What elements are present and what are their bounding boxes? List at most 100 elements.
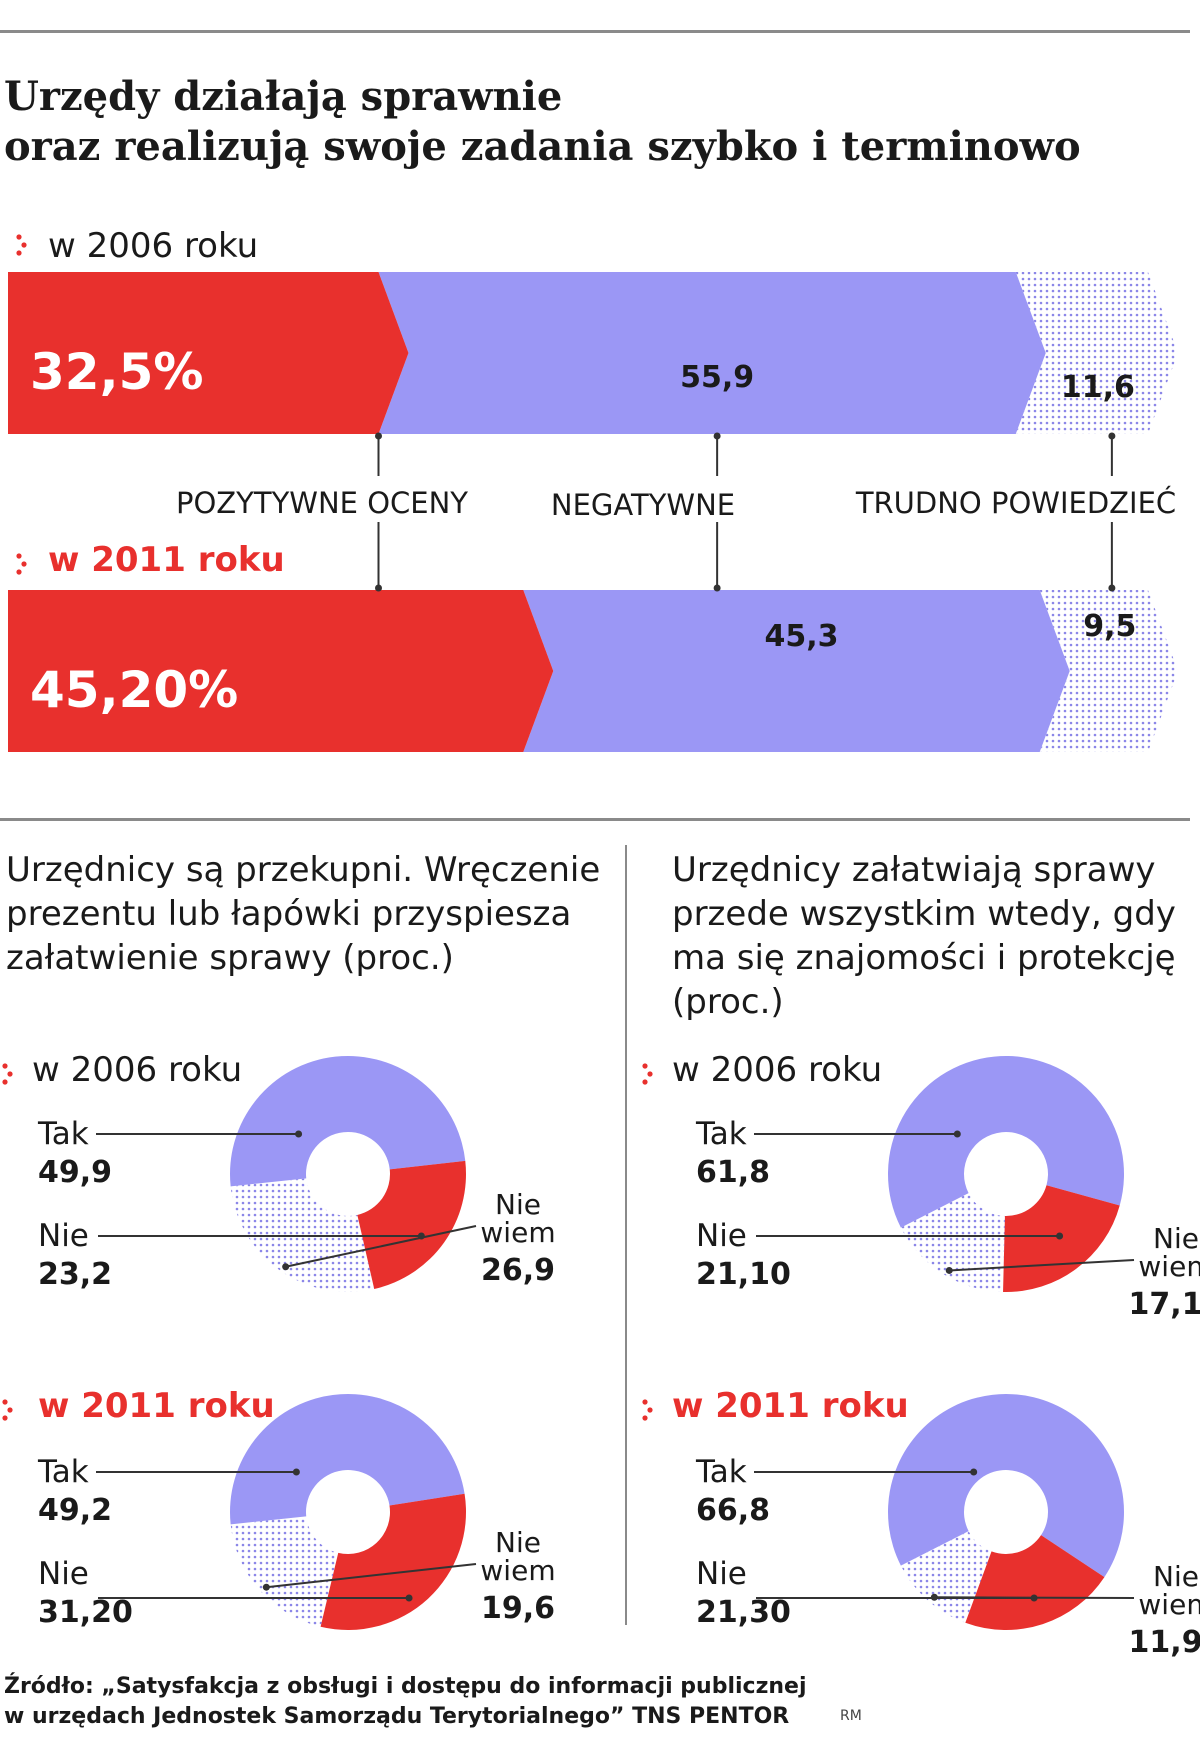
donut-name-nie-right-2011: Nie (696, 1556, 747, 1592)
dots-icon (642, 1399, 653, 1421)
donut-value-nie-wiem-right-2006: 17,10 (1129, 1287, 1200, 1322)
donut-slice-nie-left-2006 (357, 1160, 466, 1290)
right-panel-heading: Urzędnicy załatwiają sprawy przede wszys… (672, 848, 1176, 1024)
donut-slice-nie-wiem-left-2011 (230, 1516, 339, 1627)
mid-rule (0, 818, 1190, 821)
donut-value-nie-left-2011: 31,20 (38, 1595, 133, 1630)
donut-value-tak-right-2006: 61,8 (696, 1155, 770, 1190)
left-row1-label: w 2006 roku (32, 1050, 243, 1090)
title-line-1: Urzędy działają sprawnie (4, 73, 563, 120)
donut-value-nie-wiem-left-2011: 19,6 (481, 1591, 555, 1626)
category-label-unsure: TRUDNO POWIEDZIEĆ (855, 486, 1176, 520)
donut-slice-tak-left-2011 (230, 1394, 465, 1525)
donut-value-nie-right-2011: 21,30 (696, 1595, 791, 1630)
donut-leader-dot-nie-wiem-left-2006 (282, 1263, 290, 1271)
bar-row1-label: w 2006 roku (48, 226, 259, 266)
right-heading-line-1: Urzędnicy załatwiają sprawy (672, 850, 1156, 890)
dots-icon (2, 1063, 13, 1085)
bar-value-label-positive-row1: 32,5% (30, 343, 203, 401)
donut-name-nie-wiem-left-2006: Nie (495, 1188, 541, 1221)
bar-segment-negative-row1 (378, 272, 1046, 434)
bar-value-label-unsure-row1: 11,6 (1061, 370, 1135, 405)
source-note: Źródło: „Satysfakcja z obsługi i dostępu… (4, 1672, 807, 1732)
donut-name-nie-wiem-2-right-2011: wiem (1138, 1588, 1200, 1621)
donut-value-nie-wiem-left-2006: 26,9 (481, 1253, 555, 1288)
donut-value-nie-left-2006: 23,2 (38, 1257, 112, 1292)
left-heading-line-1: Urzędnicy są przekupni. Wręczenie (6, 850, 601, 890)
category-label-positive: POZYTYWNE OCENY (176, 486, 468, 520)
donut-leader-nie-wiem-right-2006 (949, 1259, 1135, 1272)
donut-slice-nie-left-2011 (320, 1493, 466, 1630)
chart-title: Urzędy działają sprawnie oraz realizują … (4, 72, 1081, 172)
left-panel-heading: Urzędnicy są przekupni. Wręczenie prezen… (6, 848, 600, 980)
right-heading-line-2: przede wszystkim wtedy, gdy (672, 894, 1176, 934)
donut-name-nie-wiem-2-left-2011: wiem (480, 1554, 555, 1587)
leader-dot-positive-upper (375, 432, 382, 440)
donut-leader-dot-nie-left-2011 (405, 1594, 413, 1602)
source-line-1: Źródło: „Satysfakcja z obsługi i dostępu… (4, 1674, 807, 1699)
donut-value-tak-left-2011: 49,2 (38, 1493, 112, 1528)
bar-segment-negative-row2 (523, 590, 1070, 752)
donut-name-nie-wiem-right-2006: Nie (1153, 1222, 1199, 1255)
leader-dot-negative-lower (713, 584, 721, 592)
donut-slice-tak-right-2006 (887, 1056, 1124, 1228)
donut-name-nie-left-2011: Nie (38, 1556, 89, 1592)
bar-value-label-positive-row2: 45,20% (30, 661, 238, 719)
donut-name-nie-wiem-left-2011: Nie (495, 1526, 541, 1559)
donut-leader-nie-wiem-right-2011 (934, 1596, 1135, 1599)
donut-name-nie-right-2006: Nie (696, 1218, 747, 1254)
dots-icon (16, 234, 27, 256)
donut-leader-dot-tak-left-2011 (292, 1468, 300, 1476)
left-heading-line-3: załatwienie sprawy (proc.) (6, 938, 454, 978)
bar-row2-label: w 2011 roku (48, 540, 285, 580)
donut-value-nie-right-2006: 21,10 (696, 1257, 791, 1292)
right-heading-line-3: ma się znajomości i protekcję (672, 938, 1176, 978)
donut-name-tak-left-2011: Tak (37, 1454, 89, 1490)
donut-leader-dot-nie-right-2006 (1056, 1232, 1064, 1240)
title-line-2: oraz realizują swoje zadania szybko i te… (4, 123, 1081, 170)
donut-name-nie-wiem-2-right-2006: wiem (1138, 1250, 1200, 1283)
donut-name-nie-wiem-right-2011: Nie (1153, 1560, 1199, 1593)
author-credit: RM (840, 1708, 862, 1724)
donut-slice-nie-wiem-right-2006 (900, 1193, 1005, 1292)
leader-dot-unsure-upper (1108, 432, 1116, 440)
stacked-bar-chart: 32,5% 55,9 11,6 45,20% 45,3 9,5 POZYTYWNE OCE… (8, 272, 1178, 752)
donut-value-tak-right-2011: 66,8 (696, 1493, 770, 1528)
donut-leader-dot-nie-wiem-right-2006 (945, 1266, 953, 1274)
left-row2-label: w 2011 roku (38, 1386, 275, 1426)
source-line-2: w urzędach Jednostek Samorządu Terytoria… (4, 1704, 790, 1729)
donut-slice-tak-right-2011 (887, 1394, 1124, 1578)
dots-icon (16, 553, 27, 575)
right-row2-label: w 2011 roku (672, 1386, 909, 1426)
donut-name-nie-wiem-2-left-2006: wiem (480, 1216, 555, 1249)
donut-slice-tak-left-2006 (230, 1056, 466, 1187)
dots-icon (2, 1399, 13, 1421)
bar-value-label-negative-row1: 55,9 (680, 360, 754, 395)
donut-value-tak-left-2006: 49,9 (38, 1155, 112, 1190)
donut-leader-dot-tak-right-2011 (970, 1468, 978, 1476)
donut-value-nie-wiem-right-2011: 11,90 (1129, 1625, 1200, 1660)
bar-segment-unsure-row2 (1039, 590, 1178, 752)
panel-divider (625, 845, 627, 1625)
dots-icon (642, 1063, 653, 1085)
right-row1-label: w 2006 roku (672, 1050, 883, 1090)
donut-slice-nie-right-2011 (965, 1535, 1105, 1631)
bar-value-label-unsure-row2: 9,5 (1083, 609, 1136, 644)
donut-leader-nie-wiem-left-2011 (266, 1563, 477, 1589)
leader-dot-negative-upper (713, 432, 721, 440)
donut-leader-dot-nie-wiem-right-2011 (930, 1593, 938, 1601)
donut-slice-nie-wiem-right-2011 (900, 1531, 992, 1623)
category-label-negative: NEGATYWNE (551, 488, 735, 522)
leader-dot-positive-lower (375, 584, 382, 592)
donut-leader-dot-tak-right-2006 (953, 1130, 961, 1138)
donut-name-tak-right-2011: Tak (695, 1454, 747, 1490)
right-heading-line-4: (proc.) (672, 982, 784, 1022)
top-rule (0, 30, 1190, 33)
donut-name-tak-left-2006: Tak (37, 1116, 89, 1152)
donut-leader-dot-nie-wiem-left-2011 (262, 1583, 270, 1591)
donut-leader-dot-tak-left-2006 (295, 1130, 303, 1138)
left-heading-line-2: prezentu lub łapówki przyspiesza (6, 894, 572, 934)
leader-dot-unsure-lower (1108, 584, 1116, 592)
bar-segment-unsure-row1 (1015, 272, 1178, 434)
